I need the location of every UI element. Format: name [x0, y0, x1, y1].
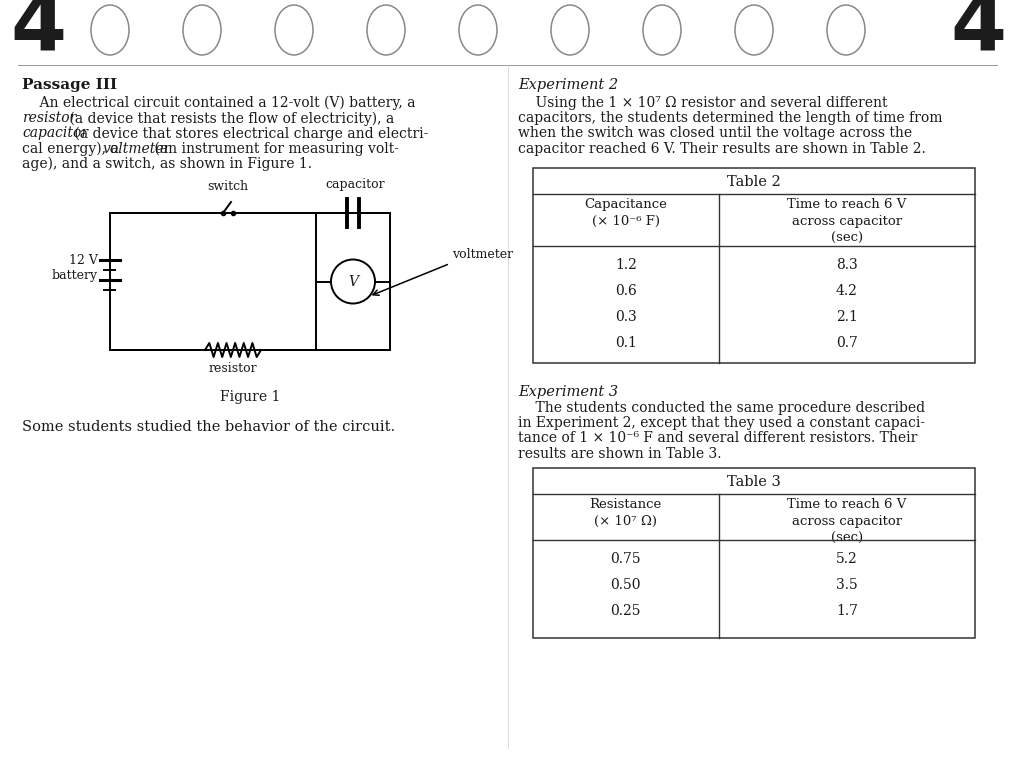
Text: 1.7: 1.7: [835, 604, 858, 618]
Text: Time to reach 6 V
across capacitor
(sec): Time to reach 6 V across capacitor (sec): [787, 498, 906, 545]
Text: capacitor reached 6 V. Their results are shown in Table 2.: capacitor reached 6 V. Their results are…: [518, 142, 926, 155]
Text: (an instrument for measuring volt-: (an instrument for measuring volt-: [150, 142, 399, 156]
Text: 0.50: 0.50: [611, 578, 641, 592]
Text: switch: switch: [207, 180, 249, 193]
Text: 0.3: 0.3: [615, 310, 636, 324]
Text: 3.5: 3.5: [836, 578, 858, 592]
Text: 8.3: 8.3: [836, 258, 858, 272]
Text: Passage III: Passage III: [22, 78, 117, 92]
Text: Time to reach 6 V
across capacitor
(sec): Time to reach 6 V across capacitor (sec): [787, 198, 906, 245]
Text: results are shown in Table 3.: results are shown in Table 3.: [518, 446, 722, 461]
Text: capacitor: capacitor: [325, 178, 385, 191]
Text: 2.1: 2.1: [836, 310, 858, 324]
Text: cal energy), a: cal energy), a: [22, 142, 123, 156]
Text: Some students studied the behavior of the circuit.: Some students studied the behavior of th…: [22, 420, 395, 434]
Bar: [533, 468, 975, 638]
Text: V: V: [348, 274, 358, 289]
Text: in Experiment 2, except that they used a constant capaci-: in Experiment 2, except that they used a…: [518, 416, 925, 431]
Text: Capacitance
(× 10⁻⁶ F): Capacitance (× 10⁻⁶ F): [585, 198, 667, 228]
Text: Table 2: Table 2: [727, 175, 781, 189]
Text: Resistance
(× 10⁷ Ω): Resistance (× 10⁷ Ω): [590, 498, 662, 528]
Bar: [533, 168, 975, 363]
Text: age), and a switch, as shown in Figure 1.: age), and a switch, as shown in Figure 1…: [22, 157, 312, 171]
Text: 0.25: 0.25: [611, 604, 641, 618]
Text: 4: 4: [950, 0, 1006, 67]
Text: (a device that resists the flow of electricity), a: (a device that resists the flow of elect…: [65, 111, 394, 126]
Text: capacitors, the students determined the length of time from: capacitors, the students determined the …: [518, 111, 943, 125]
Text: resistor: resistor: [209, 362, 258, 375]
Text: battery: battery: [52, 268, 98, 281]
Text: Using the 1 × 10⁷ Ω resistor and several different: Using the 1 × 10⁷ Ω resistor and several…: [518, 96, 887, 110]
Text: 1.2: 1.2: [615, 258, 636, 272]
Text: 0.1: 0.1: [615, 336, 636, 350]
Text: resistor: resistor: [22, 111, 76, 125]
Text: 12 V: 12 V: [69, 255, 98, 268]
Text: 5.2: 5.2: [836, 552, 858, 566]
Text: Table 3: Table 3: [727, 475, 781, 489]
Text: 0.75: 0.75: [610, 552, 641, 566]
Text: voltmeter: voltmeter: [103, 142, 171, 155]
Text: 4.2: 4.2: [836, 284, 858, 298]
Text: 0.7: 0.7: [836, 336, 858, 350]
Text: 0.6: 0.6: [615, 284, 636, 298]
Text: when the switch was closed until the voltage across the: when the switch was closed until the vol…: [518, 127, 912, 140]
Text: voltmeter: voltmeter: [452, 249, 514, 262]
Text: An electrical circuit contained a 12-volt (V) battery, a: An electrical circuit contained a 12-vol…: [22, 96, 415, 111]
Text: Experiment 2: Experiment 2: [518, 78, 618, 92]
Text: The students conducted the same procedure described: The students conducted the same procedur…: [518, 401, 925, 415]
Text: capacitor: capacitor: [22, 127, 88, 140]
Text: Figure 1: Figure 1: [220, 390, 280, 404]
Text: 4: 4: [10, 0, 66, 67]
Text: (a device that stores electrical charge and electri-: (a device that stores electrical charge …: [70, 127, 428, 141]
Text: Experiment 3: Experiment 3: [518, 385, 618, 399]
Text: tance of 1 × 10⁻⁶ F and several different resistors. Their: tance of 1 × 10⁻⁶ F and several differen…: [518, 431, 918, 446]
